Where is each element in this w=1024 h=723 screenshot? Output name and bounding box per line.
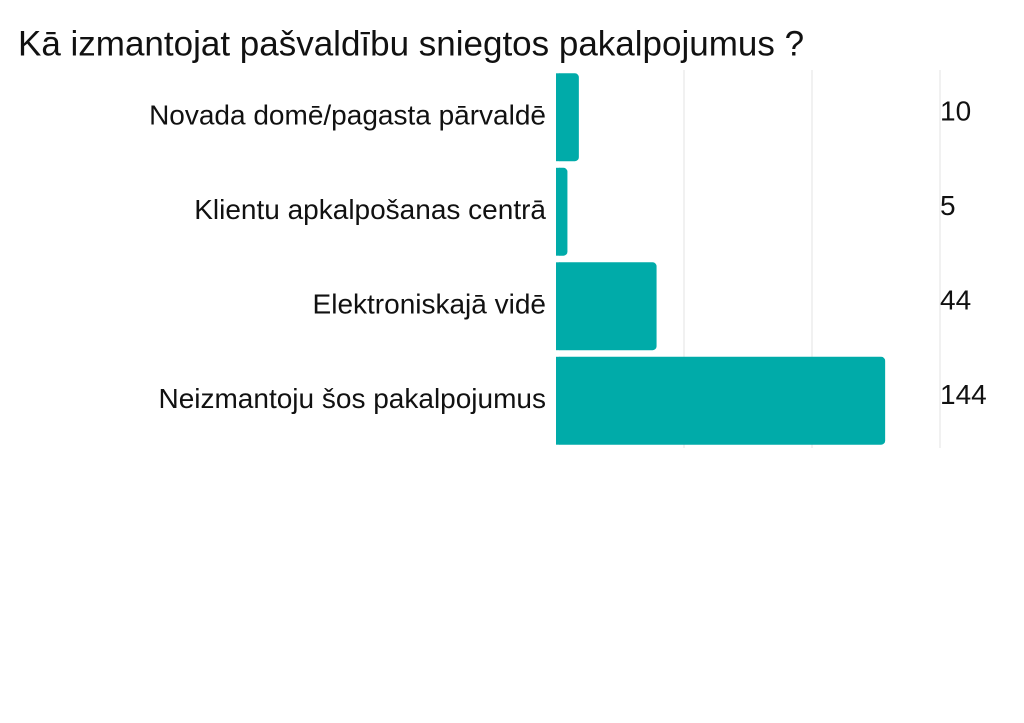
value-label: 10 (940, 96, 971, 127)
y-tick-label: Novada domē/pagasta pārvaldē (149, 100, 546, 131)
bar-base (556, 73, 560, 162)
y-tick-label: Neizmantoju šos pakalpojumus (158, 383, 546, 414)
bar (556, 356, 886, 445)
bar-base (556, 167, 560, 256)
bar-base (556, 262, 560, 351)
chart-title: Kā izmantojat pašvaldību sniegtos pakalp… (18, 24, 804, 63)
value-label: 144 (940, 379, 987, 410)
bar-base (556, 356, 560, 445)
bar (556, 262, 657, 351)
value-label: 44 (940, 285, 971, 316)
y-tick-label: Elektroniskajā vidē (313, 289, 546, 320)
value-label: 5 (940, 190, 956, 221)
y-tick-label: Klientu apkalpošanas centrā (194, 194, 546, 225)
bar (556, 73, 579, 162)
